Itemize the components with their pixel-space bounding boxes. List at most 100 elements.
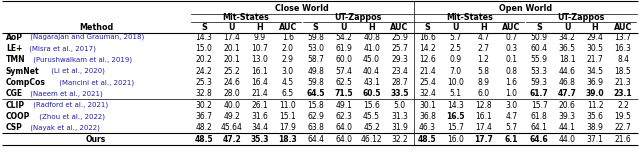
- Text: AUC: AUC: [614, 23, 632, 32]
- Text: 18.1: 18.1: [559, 55, 575, 64]
- Text: 48.5: 48.5: [195, 135, 213, 144]
- Text: U: U: [452, 23, 459, 32]
- Text: 35.3: 35.3: [251, 135, 269, 144]
- Text: 5.1: 5.1: [449, 89, 461, 98]
- Text: 35.6: 35.6: [587, 112, 604, 121]
- Text: 40.4: 40.4: [363, 67, 380, 76]
- Text: 16.3: 16.3: [614, 44, 632, 53]
- Text: LE+: LE+: [6, 44, 22, 53]
- Text: 36.7: 36.7: [195, 112, 212, 121]
- Text: 14.3: 14.3: [196, 33, 212, 42]
- Text: 53.0: 53.0: [307, 44, 324, 53]
- Text: 21.7: 21.7: [587, 55, 604, 64]
- Text: (Li et al., 2020): (Li et al., 2020): [49, 68, 105, 74]
- Text: S: S: [536, 23, 542, 32]
- Text: 60.4: 60.4: [531, 44, 548, 53]
- Text: 0.8: 0.8: [506, 67, 517, 76]
- Text: 1.2: 1.2: [477, 55, 490, 64]
- Text: 32.8: 32.8: [196, 89, 212, 98]
- Text: Ours: Ours: [86, 135, 106, 144]
- Text: 44.1: 44.1: [559, 123, 575, 132]
- Text: 31.3: 31.3: [391, 112, 408, 121]
- Text: 1.6: 1.6: [506, 78, 517, 87]
- Text: 39.3: 39.3: [559, 112, 575, 121]
- Text: 59.8: 59.8: [307, 78, 324, 87]
- Text: 61.8: 61.8: [531, 112, 548, 121]
- Text: 40.0: 40.0: [223, 101, 241, 110]
- Text: 25.2: 25.2: [223, 67, 240, 76]
- Text: 16.4: 16.4: [252, 78, 268, 87]
- Text: 62.5: 62.5: [335, 78, 352, 87]
- Text: 45.0: 45.0: [363, 55, 380, 64]
- Text: 9.9: 9.9: [254, 33, 266, 42]
- Text: 34.5: 34.5: [587, 67, 604, 76]
- Text: Method: Method: [79, 23, 113, 32]
- Text: 36.9: 36.9: [587, 78, 604, 87]
- Text: 59.3: 59.3: [531, 78, 548, 87]
- Text: 8.9: 8.9: [477, 78, 490, 87]
- Text: 13.0: 13.0: [252, 55, 268, 64]
- Text: 36.8: 36.8: [419, 112, 436, 121]
- Text: 44.0: 44.0: [559, 135, 575, 144]
- Text: 33.5: 33.5: [390, 89, 409, 98]
- Text: 2.5: 2.5: [449, 44, 461, 53]
- Text: 15.7: 15.7: [531, 101, 548, 110]
- Text: 2.9: 2.9: [282, 55, 294, 64]
- Text: 62.3: 62.3: [335, 112, 352, 121]
- Text: 20.6: 20.6: [559, 101, 575, 110]
- Text: UT-Zappos: UT-Zappos: [557, 13, 605, 22]
- Text: 20.2: 20.2: [196, 55, 212, 64]
- Text: 7.0: 7.0: [449, 67, 461, 76]
- Text: 31.6: 31.6: [252, 112, 268, 121]
- Text: 45.64: 45.64: [221, 123, 243, 132]
- Text: (Nayak et al., 2022): (Nayak et al., 2022): [28, 125, 100, 131]
- Text: 64.0: 64.0: [335, 123, 352, 132]
- Text: H: H: [480, 23, 486, 32]
- Text: 71.5: 71.5: [334, 89, 353, 98]
- Text: (Radford et al., 2021): (Radford et al., 2021): [31, 102, 108, 108]
- Text: 45.2: 45.2: [363, 123, 380, 132]
- Text: 2.2: 2.2: [617, 101, 629, 110]
- Text: 20.1: 20.1: [223, 44, 240, 53]
- Text: 10.7: 10.7: [252, 44, 268, 53]
- Text: Close World: Close World: [275, 4, 328, 13]
- Text: 46.3: 46.3: [419, 123, 436, 132]
- Text: 29.4: 29.4: [587, 33, 604, 42]
- Text: 13.7: 13.7: [614, 33, 632, 42]
- Text: CSP: CSP: [6, 123, 23, 132]
- Text: 12.6: 12.6: [419, 55, 436, 64]
- Text: 50.9: 50.9: [531, 33, 548, 42]
- Text: 47.2: 47.2: [223, 135, 241, 144]
- Text: (Mancini et al., 2021): (Mancini et al., 2021): [58, 79, 134, 86]
- Text: 25.9: 25.9: [391, 33, 408, 42]
- Text: S: S: [201, 23, 207, 32]
- Text: 25.7: 25.7: [391, 44, 408, 53]
- Text: H: H: [368, 23, 375, 32]
- Text: U: U: [340, 23, 347, 32]
- Text: 21.3: 21.3: [614, 78, 632, 87]
- Text: 64.6: 64.6: [530, 135, 548, 144]
- Text: 41.0: 41.0: [363, 44, 380, 53]
- Text: 21.6: 21.6: [614, 135, 632, 144]
- Text: 32.4: 32.4: [419, 89, 436, 98]
- Text: 64.5: 64.5: [307, 89, 325, 98]
- Text: 8.4: 8.4: [617, 55, 629, 64]
- Text: 24.6: 24.6: [223, 78, 241, 87]
- Text: 6.5: 6.5: [282, 89, 294, 98]
- Text: 17.7: 17.7: [474, 135, 493, 144]
- Text: 61.9: 61.9: [335, 44, 352, 53]
- Text: 55.9: 55.9: [531, 55, 548, 64]
- Text: 30.2: 30.2: [196, 101, 212, 110]
- Text: 30.1: 30.1: [419, 101, 436, 110]
- Text: 49.1: 49.1: [335, 101, 352, 110]
- Text: 28.0: 28.0: [223, 89, 240, 98]
- Text: COOP: COOP: [6, 112, 30, 121]
- Text: 23.1: 23.1: [614, 89, 632, 98]
- Text: CompCos: CompCos: [6, 78, 46, 87]
- Text: 17.9: 17.9: [279, 123, 296, 132]
- Text: 24.2: 24.2: [196, 67, 212, 76]
- Text: 46.12: 46.12: [361, 135, 383, 144]
- Text: 21.4: 21.4: [419, 67, 436, 76]
- Text: 11.2: 11.2: [587, 101, 604, 110]
- Text: 3.0: 3.0: [505, 101, 517, 110]
